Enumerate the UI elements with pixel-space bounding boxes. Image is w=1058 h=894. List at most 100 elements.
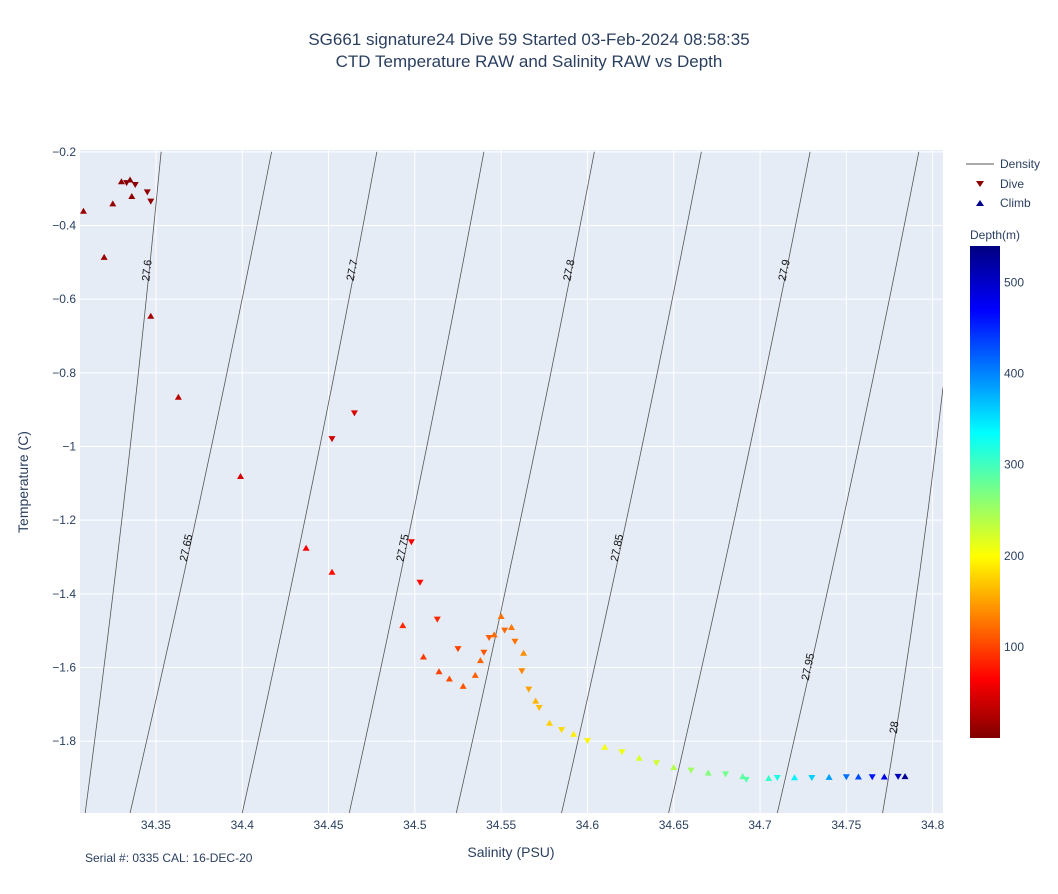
y-tick-label: −1.4 [52, 587, 76, 601]
dive-point [501, 627, 509, 634]
climb-point [435, 668, 443, 675]
climb-point [508, 623, 515, 630]
legend-item-climb[interactable]: Climb [976, 196, 1031, 210]
climb-point [399, 622, 407, 629]
dive-point [328, 436, 336, 443]
climb-point [476, 657, 484, 664]
y-tick-label: −1 [62, 440, 76, 454]
colorbar-tick-label: 400 [1004, 367, 1024, 381]
colorbar-gradient [970, 246, 1000, 738]
climb-point [419, 653, 427, 660]
x-tick-label: 34.55 [486, 818, 516, 832]
climb-point [117, 178, 125, 185]
chart-subtitle: CTD Temperature RAW and Salinity RAW vs … [335, 52, 723, 71]
climb-point [237, 472, 245, 479]
climb-point [670, 763, 678, 770]
density-contours [84, 151, 943, 813]
density-contour-line [561, 151, 702, 813]
density-contour-line [241, 151, 378, 813]
dive-point [773, 775, 781, 782]
legend[interactable]: Density Dive Climb [966, 157, 1040, 210]
density-contour-line [455, 151, 595, 813]
grid [80, 150, 943, 813]
y-axis-ticks: −0.2 −0.4 −0.6 −0.8 −1 −1.2 −1.4 −1.6 −1.8 [52, 145, 76, 748]
legend-item-dive[interactable]: Dive [976, 177, 1024, 191]
colorbar: Depth(m) 100 200 300 400 500 [970, 228, 1024, 738]
dive-point [407, 539, 415, 546]
y-tick-label: −0.2 [52, 145, 76, 159]
dive-point [454, 646, 462, 653]
dive-point [511, 638, 519, 645]
dive-point [480, 649, 488, 656]
climb-point [570, 730, 578, 737]
dive-point [652, 760, 660, 767]
climb-point [147, 312, 155, 319]
y-axis-title: Temperature (C) [15, 431, 31, 533]
dive-point [433, 616, 441, 623]
dive-point [143, 189, 151, 196]
climb-point [126, 176, 134, 183]
plot-background [80, 150, 943, 813]
climb-point [545, 719, 553, 726]
x-axis-ticks: 34.35 34.4 34.45 34.5 34.55 34.6 34.65 34.7 34.7… [141, 818, 945, 832]
density-contour-label: 27.65 [178, 533, 195, 562]
x-tick-label: 34.65 [659, 818, 689, 832]
x-tick-label: 34.45 [314, 818, 344, 832]
climb-point [854, 773, 862, 780]
dive-point [416, 579, 424, 586]
x-tick-label: 34.8 [921, 818, 945, 832]
climb-point [100, 253, 108, 260]
density-contour-label: 27.85 [609, 533, 626, 562]
dive-point [518, 668, 526, 675]
density-contour-label: 27.7 [345, 259, 361, 282]
climb-point [497, 612, 505, 619]
climb-point [80, 207, 87, 214]
y-tick-label: −0.8 [52, 366, 76, 380]
climb-point [901, 773, 909, 780]
x-tick-label: 34.7 [748, 818, 772, 832]
climb-point [635, 754, 643, 761]
climb-point [532, 697, 540, 704]
dive-point [894, 773, 902, 780]
dive-point [868, 774, 876, 781]
legend-item-density[interactable]: Density [966, 157, 1040, 171]
dive-point [558, 727, 566, 734]
density-contour-label: 27.8 [561, 259, 577, 282]
x-tick-label: 34.5 [403, 818, 427, 832]
density-contour-line [129, 151, 272, 813]
density-contour-line [668, 151, 811, 813]
colorbar-title: Depth(m) [970, 228, 1020, 242]
dive-point [808, 775, 816, 782]
x-tick-label: 34.4 [231, 818, 255, 832]
density-contour-line [84, 151, 162, 813]
density-contour-label: 27.95 [800, 652, 817, 681]
dive-point [842, 774, 850, 781]
climb-point [302, 544, 310, 551]
density-contour-line [882, 387, 943, 813]
y-tick-label: −0.4 [52, 219, 76, 233]
dive-point [131, 181, 139, 188]
colorbar-ticks: 100 200 300 400 500 [1004, 275, 1024, 653]
climb-point [825, 773, 833, 780]
climb-point [601, 743, 609, 750]
dive-point [722, 771, 730, 778]
density-contour-label: 28 [888, 721, 902, 735]
colorbar-tick-label: 500 [1004, 275, 1024, 289]
climb-point [445, 675, 453, 682]
y-tick-label: −0.6 [52, 292, 76, 306]
density-contour-label: 27.6 [140, 259, 154, 282]
climb-point [791, 774, 799, 781]
dive-point [687, 767, 695, 774]
chart-title: SG661 signature24 Dive 59 Started 03-Feb… [308, 30, 750, 49]
density-contour-line [776, 151, 920, 813]
climb-point [459, 682, 467, 689]
x-axis-title: Salinity (PSU) [467, 844, 554, 860]
colorbar-tick-label: 200 [1004, 549, 1024, 563]
footer-serial-cal: Serial #: 0335 CAL: 16-DEC-20 [85, 851, 253, 865]
climb-point [880, 773, 888, 780]
colorbar-tick-label: 300 [1004, 458, 1024, 472]
y-tick-label: −1.6 [52, 661, 76, 675]
dive-point [525, 686, 533, 693]
climb-point [490, 631, 498, 638]
